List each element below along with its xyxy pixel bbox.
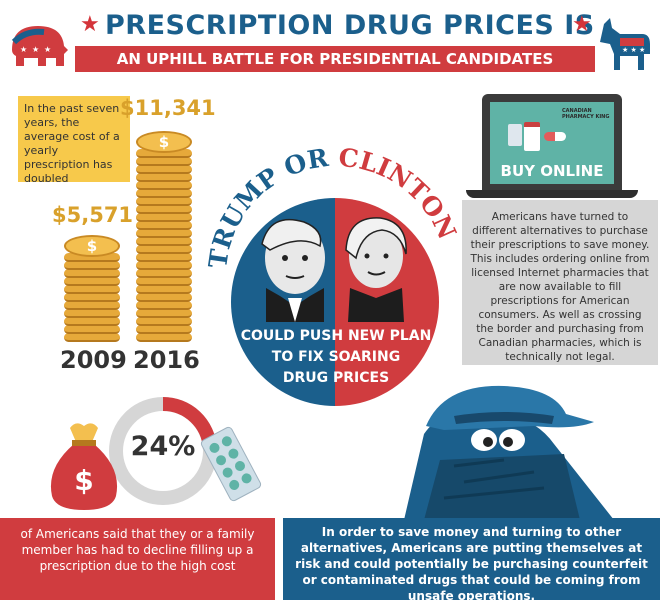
coin (136, 229, 192, 238)
price-2009: $5,571 (52, 203, 134, 227)
coin (136, 333, 192, 342)
coin (136, 277, 192, 286)
coin (136, 245, 192, 254)
pill-icon (544, 132, 566, 141)
coin (136, 293, 192, 302)
coin (64, 317, 120, 326)
laptop-base (466, 190, 638, 198)
bottom-right-text: In order to save money and turning to ot… (283, 518, 660, 603)
coin-stack-2009: $ (64, 230, 120, 342)
coin (64, 293, 120, 302)
coin (136, 269, 192, 278)
blister-pack-icon (508, 124, 522, 146)
center-message: COULD PUSH NEW PLAN TO FIX SOARING DRUG … (218, 326, 454, 389)
coin (136, 317, 192, 326)
coin (136, 197, 192, 206)
coin (64, 261, 120, 270)
coin (136, 221, 192, 230)
svg-text:$: $ (74, 464, 93, 497)
republican-elephant-icon: ★ ★ ★ (11, 26, 68, 66)
coin-dollar-icon: $ (136, 131, 192, 153)
year-2009: 2009 (60, 346, 127, 374)
candidates-circle: TRUMP OR CLINTON (203, 146, 462, 406)
clinton-portrait (345, 217, 407, 322)
bottom-left-text: of Americans said that they or a family … (0, 518, 275, 600)
coin (136, 325, 192, 334)
svg-text:★: ★ (20, 45, 27, 54)
laptop-screen: CANADIAN PHARMACY KING BUY ONLINE (490, 102, 614, 184)
buy-online-label: BUY ONLINE (500, 162, 604, 180)
coin (64, 309, 120, 318)
svg-text:★ ★ ★: ★ ★ ★ (622, 46, 645, 54)
democratic-donkey-icon: ★ ★ ★ (600, 18, 650, 70)
coin (136, 165, 192, 174)
coin (64, 253, 120, 262)
coin (64, 269, 120, 278)
pharmacy-logo: CANADIAN PHARMACY KING (562, 108, 610, 120)
year-2016: 2016 (133, 346, 200, 374)
price-2016: $11,341 (120, 96, 216, 120)
page-title: PRESCRIPTION DRUG PRICES IS (105, 10, 595, 41)
coin (136, 149, 192, 158)
coin (136, 189, 192, 198)
coin (136, 253, 192, 262)
center-line2: TO FIX SOARING (271, 349, 401, 365)
coin (136, 205, 192, 214)
online-description: Americans have turned to different alter… (462, 200, 658, 365)
stat-note: In the past seven years, the average cos… (18, 96, 130, 185)
coin (136, 237, 192, 246)
coin (136, 261, 192, 270)
center-line1: COULD PUSH NEW PLAN (240, 328, 432, 344)
trump-portrait (261, 218, 325, 322)
svg-text:★: ★ (44, 45, 51, 54)
coin (136, 285, 192, 294)
coin (64, 277, 120, 286)
coin (136, 181, 192, 190)
coin (136, 157, 192, 166)
percent-value: 24% (130, 431, 196, 462)
laptop-icon: CANADIAN PHARMACY KING BUY ONLINE (482, 94, 622, 190)
coin (136, 173, 192, 182)
star-icon: ★ (80, 12, 100, 37)
money-bag-icon: $ (50, 423, 118, 510)
center-line3: DRUG PRICES (282, 370, 390, 386)
pill-bottle-icon (524, 122, 540, 151)
hooded-spy-illustration (404, 385, 614, 520)
coin (136, 213, 192, 222)
star-icon: ★ (572, 12, 592, 37)
page-subtitle: AN UPHILL BATTLE FOR PRESIDENTIAL CANDID… (116, 50, 554, 68)
coin-stack-2016: $ (136, 124, 192, 342)
coin-dollar-icon: $ (64, 235, 120, 257)
coin (64, 325, 120, 334)
svg-text:★: ★ (32, 45, 39, 54)
coin (64, 333, 120, 342)
pill-blister-icon (200, 426, 262, 502)
coin (136, 301, 192, 310)
coin (136, 309, 192, 318)
coin (64, 285, 120, 294)
coin (64, 301, 120, 310)
subtitle-banner: AN UPHILL BATTLE FOR PRESIDENTIAL CANDID… (75, 46, 595, 72)
